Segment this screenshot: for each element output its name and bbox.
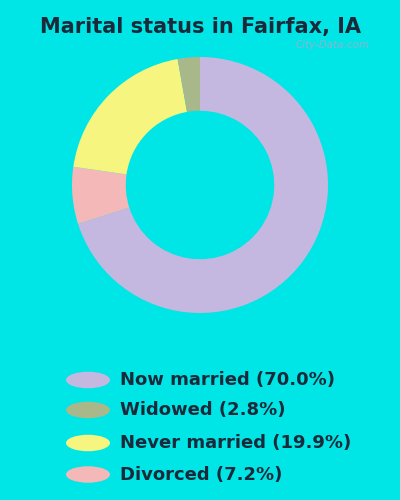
Circle shape [66,434,110,451]
Wedge shape [178,57,200,112]
Text: Widowed (2.8%): Widowed (2.8%) [120,401,286,419]
Text: Marital status in Fairfax, IA: Marital status in Fairfax, IA [40,18,360,38]
Circle shape [66,372,110,388]
Wedge shape [78,57,328,313]
Text: Never married (19.9%): Never married (19.9%) [120,434,351,452]
Text: Divorced (7.2%): Divorced (7.2%) [120,466,282,483]
Wedge shape [73,59,187,174]
Text: City-Data.com: City-Data.com [295,40,369,50]
Wedge shape [72,166,129,224]
Text: Now married (70.0%): Now married (70.0%) [120,371,335,389]
Circle shape [66,402,110,418]
Circle shape [66,466,110,483]
